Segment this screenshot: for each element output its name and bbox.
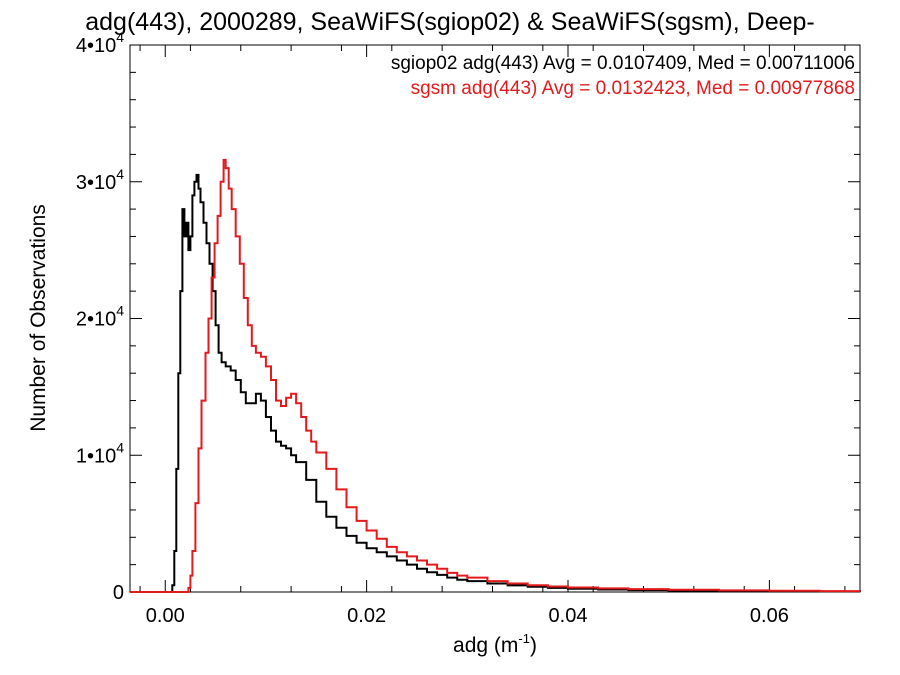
plot-frame bbox=[129, 44, 861, 593]
y-tick-label-exponent: 4 bbox=[116, 166, 124, 182]
x-tick-label: 0.04 bbox=[549, 605, 588, 627]
y-tick-label-exponent: 4 bbox=[116, 29, 124, 45]
x-tick-label: 0.02 bbox=[347, 605, 386, 627]
x-axis-title-end: ) bbox=[530, 634, 537, 657]
series-line-sgsm bbox=[130, 158, 861, 593]
y-tick-label-base: 0 bbox=[113, 582, 124, 604]
x-axis-title-superscript: -1 bbox=[518, 631, 530, 646]
y-tick-label-base: 1•10 bbox=[76, 445, 116, 467]
chart-title: adg(443), 2000289, SeaWiFS(sgiop02) & Se… bbox=[85, 8, 815, 36]
y-tick-label-exponent: 4 bbox=[116, 303, 124, 319]
x-tick-label: 0.00 bbox=[146, 605, 185, 627]
series-line-sgiop02 bbox=[130, 173, 861, 593]
series-layer bbox=[130, 158, 861, 593]
y-tick-label: 2•104 bbox=[76, 303, 124, 331]
legend-entry-sgiop02: sgiop02 adg(443) Avg = 0.0107409, Med = … bbox=[391, 53, 855, 74]
y-axis-title: Number of Observations bbox=[27, 204, 50, 432]
x-axis: 0.00 0.02 0.04 0.06 bbox=[139, 45, 846, 627]
legend: sgiop02 adg(443) Avg = 0.0107409, Med = … bbox=[391, 53, 855, 99]
x-axis-title-text: adg (m bbox=[453, 634, 518, 657]
y-tick-label-base: 3•10 bbox=[76, 172, 116, 194]
x-axis-title: adg (m-1) bbox=[453, 631, 537, 657]
legend-entry-sgsm: sgsm adg(443) Avg = 0.0132423, Med = 0.0… bbox=[411, 78, 855, 99]
y-tick-label: 4•104 bbox=[76, 29, 124, 57]
y-tick-label-base: 4•10 bbox=[76, 35, 116, 57]
y-tick-label: 0 bbox=[113, 582, 124, 604]
y-tick-label-base: 2•10 bbox=[76, 309, 116, 331]
x-tick-label: 0.06 bbox=[750, 605, 789, 627]
y-tick-label: 1•104 bbox=[76, 439, 124, 467]
y-tick-label-exponent: 4 bbox=[116, 439, 124, 455]
y-tick-label: 3•104 bbox=[76, 166, 124, 194]
